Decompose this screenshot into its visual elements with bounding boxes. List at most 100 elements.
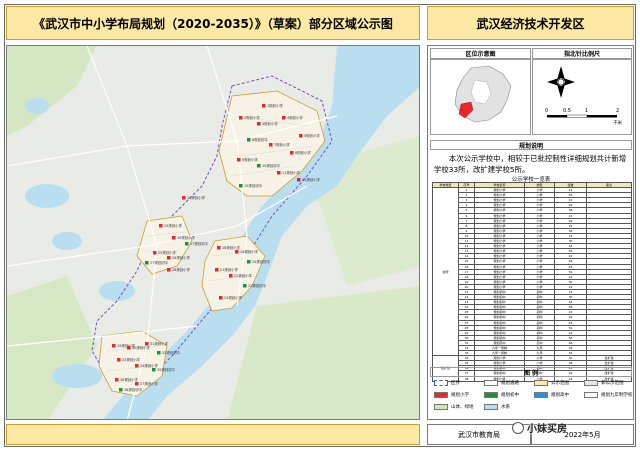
school-label: 5规划小学 [304,133,320,138]
school-marker[interactable] [219,296,223,300]
school-label: 7规划小学 [274,142,290,147]
table-row: 32 九年一贯制 九年 36 [433,344,632,352]
school-marker[interactable] [237,158,241,162]
school-label: 25规划小学 [158,250,176,255]
school-marker[interactable] [299,134,303,138]
legend-label: 规划道路 [501,381,519,386]
zone-west [136,215,193,275]
scale-tick-1: 1 [585,108,589,114]
district-title: 武汉经济技术开发区 [476,16,585,31]
school-marker[interactable] [239,116,243,120]
school-marker[interactable] [145,342,149,346]
school-label: 19规划小学 [240,249,258,254]
school-marker[interactable] [117,358,121,362]
school-label: 28规划小学 [172,267,190,272]
school-marker[interactable] [257,122,261,126]
district-map[interactable]: 1规划小学 2规划小学 3规划小学 4规划小学 5规划小学 6规划初中 7规划小学 8规划小学… [6,45,420,420]
locator-map [430,59,531,135]
school-label: 26规划小学 [172,255,190,260]
school-marker[interactable] [282,116,286,120]
school-marker[interactable] [157,351,161,355]
scale-tick-05: 0.5 [563,108,571,114]
table-row: 22 规划初中 初中 30 [433,294,632,301]
scale-unit: 千米 [613,121,622,126]
table-row: 12 规划小学 小学 24 [433,243,632,250]
school-label: 6规划初中 [252,137,268,142]
legend-item: 规划九年制学校 [584,392,633,398]
school-marker[interactable] [112,344,116,348]
school-marker[interactable] [215,268,219,272]
school-label: 3规划小学 [262,121,278,126]
lake [52,232,82,250]
school-marker[interactable] [145,261,149,265]
school-marker[interactable] [167,268,171,272]
issue-date: 2022年5月 [531,424,634,445]
page-title: 《武汉市中小学布局规划（2020-2035）》（草案）部分区域公示图 [33,16,393,31]
legend-label: 规划九年制学校 [601,393,633,398]
school-marker[interactable] [229,274,233,278]
legend-item: 规划小学 [434,392,469,398]
school-label: 29规划小学 [117,343,135,348]
school-marker[interactable] [290,151,294,155]
table-cell: 改扩建 [586,360,632,367]
school-marker[interactable] [243,284,247,288]
table-title: 公示学校一览表 [511,177,551,183]
north-arrow-icon [547,66,617,118]
legend-label: 山体、绿地 [451,405,474,410]
legend-label: 非公示范围 [601,381,624,386]
school-marker[interactable] [239,184,243,188]
legend-label: 公示范围 [551,381,569,386]
school-marker[interactable] [172,236,176,240]
school-label: 17规划初中 [190,241,208,246]
legend-item: 水系 [484,404,510,410]
school-marker[interactable] [167,256,171,260]
school-marker[interactable] [185,242,189,246]
table-row: 25 规划初中 初中 24 [433,309,632,316]
table-row: 30 规划初中 初中 36 [433,334,632,341]
school-marker[interactable] [119,388,123,392]
school-label: 34规划小学 [140,363,158,368]
locator-title: 区位示意图 [430,48,531,59]
school-label: 21规划小学 [220,267,238,272]
bottom-banner [6,424,420,445]
school-marker[interactable] [262,104,266,108]
table-cell: 改扩建 [586,355,632,362]
table-row: 改扩建 34 规划小学 小学 30 改扩建 [432,355,632,382]
school-marker[interactable] [247,260,251,264]
plan-text: 本次公示学校中，相较于已批控制性详细规划共计新增学校33所，改扩建学校5所。 [434,154,627,174]
th-note: 备注 [586,181,632,189]
locator-highlight [458,101,474,119]
school-marker[interactable] [159,224,163,228]
table-row: 3 规划小学 小学 24 [433,197,632,204]
table-row: 31 规划高中 高中 48 [433,339,632,347]
plan-title: 规划说明 [430,140,632,150]
legend-swatch [484,404,498,410]
school-marker[interactable] [115,378,119,382]
school-marker[interactable] [269,143,273,147]
school-marker[interactable] [297,178,301,182]
school-label: 15规划小学 [164,223,182,228]
legend-swatch [484,380,498,386]
school-label: 13规划初中 [244,183,262,188]
school-marker[interactable] [135,364,139,368]
school-marker[interactable] [182,196,186,200]
school-marker[interactable] [277,171,281,175]
watermark: 小妹买房 [512,420,567,435]
watermark-logo-icon [512,421,524,434]
school-marker[interactable] [152,368,156,372]
school-marker[interactable] [217,246,221,250]
school-marker[interactable] [135,382,139,386]
school-table: 学校类型 序号 学校名称 类型 班数 备注 新增 1 规划小学 小学 24 2 规划小学 小学… [432,181,632,382]
school-marker[interactable] [257,164,261,168]
school-label: 33规划小学 [122,357,140,362]
river [103,46,419,419]
school-marker[interactable] [127,346,131,350]
school-marker[interactable] [247,138,251,142]
school-marker[interactable] [235,250,239,254]
school-label: 10规划初中 [262,163,280,168]
school-label: 8规划小学 [295,150,311,155]
legend-swatch [434,392,448,398]
school-marker[interactable] [153,251,157,255]
school-label: 30规划小学 [132,345,150,350]
